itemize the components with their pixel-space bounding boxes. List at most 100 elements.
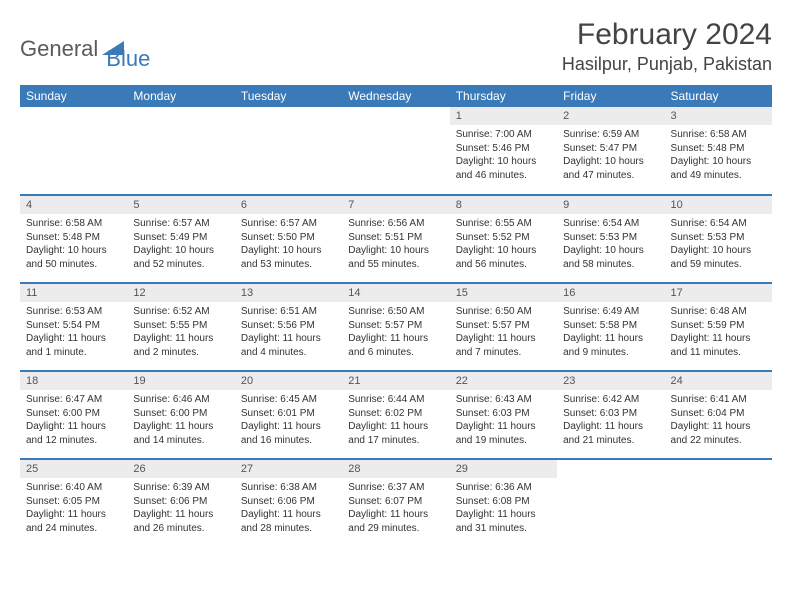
day-number: 8 [450,196,557,214]
day-number [20,107,127,113]
calendar-cell: 18Sunrise: 6:47 AMSunset: 6:00 PMDayligh… [20,371,127,459]
calendar-cell: 1Sunrise: 7:00 AMSunset: 5:46 PMDaylight… [450,107,557,195]
day-number [342,107,449,113]
sunset-text: Sunset: 5:48 PM [26,231,121,245]
calendar-cell [557,459,664,547]
calendar-cell: 19Sunrise: 6:46 AMSunset: 6:00 PMDayligh… [127,371,234,459]
day-data: Sunrise: 6:47 AMSunset: 6:00 PMDaylight:… [20,390,127,453]
day-data: Sunrise: 6:50 AMSunset: 5:57 PMDaylight:… [450,302,557,365]
daylight-text: Daylight: 11 hours and 2 minutes. [133,332,228,359]
daylight-text: Daylight: 10 hours and 56 minutes. [456,244,551,271]
sunset-text: Sunset: 5:54 PM [26,319,121,333]
sunrise-text: Sunrise: 6:45 AM [241,393,336,407]
day-number: 24 [665,372,772,390]
sunset-text: Sunset: 5:53 PM [671,231,766,245]
sunset-text: Sunset: 6:02 PM [348,407,443,421]
day-number [235,107,342,113]
sunrise-text: Sunrise: 6:51 AM [241,305,336,319]
sunrise-text: Sunrise: 6:54 AM [671,217,766,231]
sunset-text: Sunset: 5:47 PM [563,142,658,156]
col-wednesday: Wednesday [342,85,449,107]
logo: General Blue [20,26,150,72]
day-data: Sunrise: 6:44 AMSunset: 6:02 PMDaylight:… [342,390,449,453]
daylight-text: Daylight: 10 hours and 55 minutes. [348,244,443,271]
sunset-text: Sunset: 6:01 PM [241,407,336,421]
sunrise-text: Sunrise: 6:57 AM [133,217,228,231]
sunrise-text: Sunrise: 7:00 AM [456,128,551,142]
col-friday: Friday [557,85,664,107]
daylight-text: Daylight: 11 hours and 1 minute. [26,332,121,359]
day-number [665,460,772,466]
day-data: Sunrise: 6:52 AMSunset: 5:55 PMDaylight:… [127,302,234,365]
sunset-text: Sunset: 5:56 PM [241,319,336,333]
day-data: Sunrise: 6:37 AMSunset: 6:07 PMDaylight:… [342,478,449,541]
day-number: 7 [342,196,449,214]
daylight-text: Daylight: 11 hours and 4 minutes. [241,332,336,359]
day-number: 27 [235,460,342,478]
sunrise-text: Sunrise: 6:57 AM [241,217,336,231]
day-data: Sunrise: 6:57 AMSunset: 5:50 PMDaylight:… [235,214,342,277]
day-data: Sunrise: 7:00 AMSunset: 5:46 PMDaylight:… [450,125,557,188]
calendar-cell: 12Sunrise: 6:52 AMSunset: 5:55 PMDayligh… [127,283,234,371]
day-number: 18 [20,372,127,390]
calendar-cell: 26Sunrise: 6:39 AMSunset: 6:06 PMDayligh… [127,459,234,547]
calendar-cell: 10Sunrise: 6:54 AMSunset: 5:53 PMDayligh… [665,195,772,283]
col-tuesday: Tuesday [235,85,342,107]
sunset-text: Sunset: 5:57 PM [456,319,551,333]
day-data: Sunrise: 6:36 AMSunset: 6:08 PMDaylight:… [450,478,557,541]
day-number: 29 [450,460,557,478]
day-data: Sunrise: 6:59 AMSunset: 5:47 PMDaylight:… [557,125,664,188]
sunset-text: Sunset: 5:49 PM [133,231,228,245]
calendar-cell: 15Sunrise: 6:50 AMSunset: 5:57 PMDayligh… [450,283,557,371]
calendar-row: 25Sunrise: 6:40 AMSunset: 6:05 PMDayligh… [20,459,772,547]
sunrise-text: Sunrise: 6:48 AM [671,305,766,319]
calendar-cell: 9Sunrise: 6:54 AMSunset: 5:53 PMDaylight… [557,195,664,283]
sunrise-text: Sunrise: 6:50 AM [456,305,551,319]
calendar-cell [665,459,772,547]
calendar-row: 11Sunrise: 6:53 AMSunset: 5:54 PMDayligh… [20,283,772,371]
sunrise-text: Sunrise: 6:46 AM [133,393,228,407]
sunrise-text: Sunrise: 6:38 AM [241,481,336,495]
day-number: 9 [557,196,664,214]
header: General Blue February 2024 Hasilpur, Pun… [20,18,772,75]
sunrise-text: Sunrise: 6:41 AM [671,393,766,407]
day-data: Sunrise: 6:45 AMSunset: 6:01 PMDaylight:… [235,390,342,453]
sunrise-text: Sunrise: 6:55 AM [456,217,551,231]
title-block: February 2024 Hasilpur, Punjab, Pakistan [562,18,772,75]
day-data: Sunrise: 6:43 AMSunset: 6:03 PMDaylight:… [450,390,557,453]
day-data: Sunrise: 6:48 AMSunset: 5:59 PMDaylight:… [665,302,772,365]
sunset-text: Sunset: 6:04 PM [671,407,766,421]
sunset-text: Sunset: 5:59 PM [671,319,766,333]
day-number: 23 [557,372,664,390]
sunrise-text: Sunrise: 6:58 AM [26,217,121,231]
calendar-cell: 28Sunrise: 6:37 AMSunset: 6:07 PMDayligh… [342,459,449,547]
calendar-cell: 14Sunrise: 6:50 AMSunset: 5:57 PMDayligh… [342,283,449,371]
sunrise-text: Sunrise: 6:59 AM [563,128,658,142]
sunrise-text: Sunrise: 6:54 AM [563,217,658,231]
day-data: Sunrise: 6:54 AMSunset: 5:53 PMDaylight:… [557,214,664,277]
daylight-text: Daylight: 11 hours and 6 minutes. [348,332,443,359]
sunset-text: Sunset: 6:05 PM [26,495,121,509]
day-data: Sunrise: 6:50 AMSunset: 5:57 PMDaylight:… [342,302,449,365]
calendar-row: 1Sunrise: 7:00 AMSunset: 5:46 PMDaylight… [20,107,772,195]
sunset-text: Sunset: 5:52 PM [456,231,551,245]
calendar-cell: 6Sunrise: 6:57 AMSunset: 5:50 PMDaylight… [235,195,342,283]
daylight-text: Daylight: 11 hours and 19 minutes. [456,420,551,447]
day-number: 5 [127,196,234,214]
sunrise-text: Sunrise: 6:50 AM [348,305,443,319]
daylight-text: Daylight: 11 hours and 31 minutes. [456,508,551,535]
calendar-cell: 8 Sunrise: 6:55 AMSunset: 5:52 PMDaylight… [450,195,557,283]
sunrise-text: Sunrise: 6:52 AM [133,305,228,319]
day-data: Sunrise: 6:53 AMSunset: 5:54 PMDaylight:… [20,302,127,365]
daylight-text: Daylight: 10 hours and 46 minutes. [456,155,551,182]
day-data: Sunrise: 6:40 AMSunset: 6:05 PMDaylight:… [20,478,127,541]
logo-text-blue: Blue [106,46,150,72]
daylight-text: Daylight: 11 hours and 14 minutes. [133,420,228,447]
sunrise-text: Sunrise: 6:37 AM [348,481,443,495]
calendar-cell: 25Sunrise: 6:40 AMSunset: 6:05 PMDayligh… [20,459,127,547]
sunrise-text: Sunrise: 6:58 AM [671,128,766,142]
calendar-cell [20,107,127,195]
day-data: Sunrise: 6:51 AMSunset: 5:56 PMDaylight:… [235,302,342,365]
day-number: 22 [450,372,557,390]
day-data: Sunrise: 6:58 AMSunset: 5:48 PMDaylight:… [20,214,127,277]
